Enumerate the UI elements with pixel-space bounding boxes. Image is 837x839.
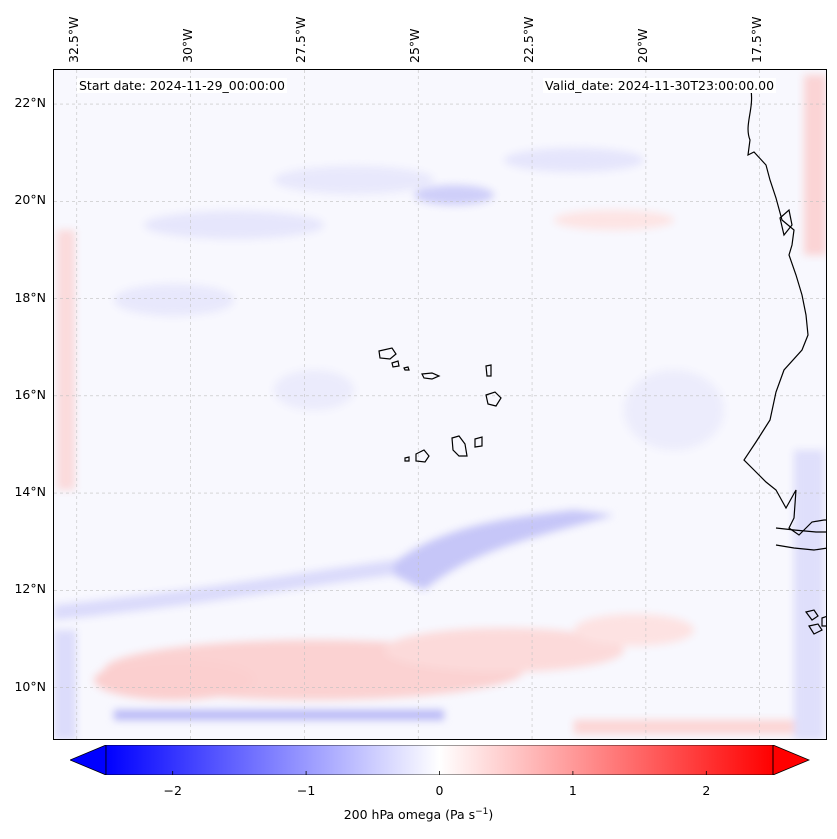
colorbar-tick-label: 1 <box>568 783 577 798</box>
longitude-label: 32.5°W <box>65 16 81 63</box>
latitude-label: 18°N <box>14 289 46 305</box>
longitude-label: 30°W <box>179 28 195 63</box>
latitude-label: 22°N <box>14 95 46 111</box>
colorbar-extend-low <box>70 745 107 775</box>
colorbar-label-sup: −1 <box>475 807 489 817</box>
colorbar-tick-label: −1 <box>296 783 316 798</box>
start-date-label: Start date: 2024-11-29_00:00:00 <box>77 78 287 93</box>
latitude-label: 12°N <box>14 581 46 597</box>
island-santo-antao-icon <box>378 347 397 360</box>
map-panel <box>53 69 827 740</box>
longitude-label: 22.5°W <box>521 16 537 63</box>
gambia-coast-icon <box>775 527 826 533</box>
latitude-label: 10°N <box>14 678 46 694</box>
longitude-label: 25°W <box>407 28 423 63</box>
latitude-label: 16°N <box>14 386 46 402</box>
colorbar-label-main: 200 hPa omega (Pa s <box>343 807 476 823</box>
colorbar-label-end: ) <box>488 807 494 823</box>
colorbar-gradient <box>106 745 773 775</box>
island-maio-icon <box>474 436 483 448</box>
gridlines <box>54 70 826 739</box>
island-boa-vista-icon <box>485 391 502 407</box>
guinea-bissau-coast-icon <box>775 544 826 551</box>
valid-date-label: Valid_date: 2024-11-30T23:00:00.00 <box>543 78 777 93</box>
island-santiago-icon <box>451 435 468 457</box>
longitude-label: 27.5°W <box>293 16 309 63</box>
island-fogo-icon <box>415 449 430 463</box>
omega-field-map <box>54 70 826 739</box>
longitude-label: 17.5°W <box>748 16 764 63</box>
colorbar-tick-label: −2 <box>163 783 182 798</box>
island-brava-icon <box>404 456 410 462</box>
canary-island-icon <box>779 208 793 237</box>
island-sao-vicente-icon <box>391 360 400 368</box>
island-sal-icon <box>485 364 492 377</box>
colorbar-extend-high <box>772 745 810 775</box>
latitude-label: 20°N <box>14 192 46 208</box>
coastline <box>378 89 826 635</box>
island-santa-luzia-icon <box>403 366 410 371</box>
colorbar-tick-label: 0 <box>435 783 444 798</box>
colorbar <box>70 745 810 775</box>
longitude-label: 20°W <box>634 28 650 63</box>
colorbar-label: 200 hPa omega (Pa s−1) <box>0 807 837 822</box>
island-sao-nicolau-icon <box>421 372 441 380</box>
colorbar-tick-label: 2 <box>702 783 711 798</box>
africa-coast-icon <box>743 89 826 536</box>
omega-field <box>54 75 826 739</box>
latitude-label: 14°N <box>14 484 46 500</box>
